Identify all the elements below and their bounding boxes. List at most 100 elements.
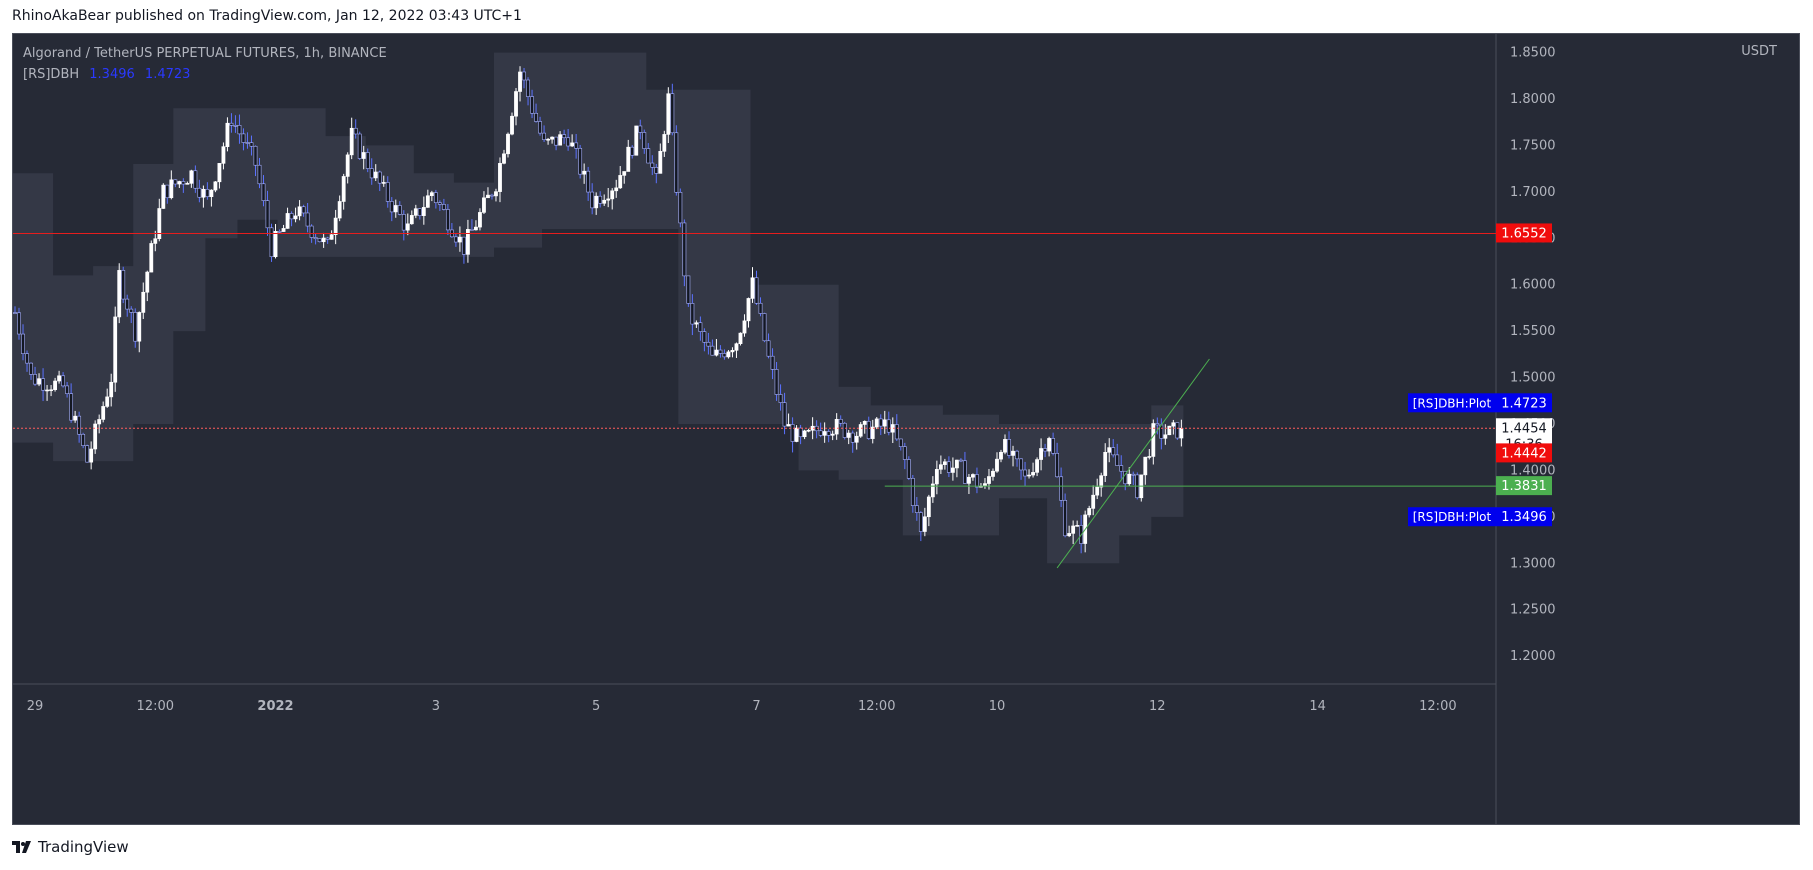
candle-bear xyxy=(566,137,571,147)
symbol-title[interactable]: Algorand / TetherUS PERPETUAL FUTURES, 1… xyxy=(23,46,387,61)
candle-bull xyxy=(1011,450,1015,456)
candle-bull xyxy=(157,208,162,240)
candle-bear xyxy=(433,192,438,204)
candle-bull xyxy=(922,516,927,532)
candle-bull xyxy=(93,423,98,450)
x-tick-label: 29 xyxy=(27,699,44,714)
candle-bear xyxy=(630,146,635,156)
tradingview-logo-text: TradingView xyxy=(38,838,129,856)
candle-bear xyxy=(377,171,382,184)
candle-bull xyxy=(141,291,146,313)
candle-bear xyxy=(313,237,318,240)
candle-bull xyxy=(421,207,426,216)
y-tick-label: 1.4000 xyxy=(1510,463,1556,478)
candle-bull xyxy=(53,380,57,391)
currency-label[interactable]: USDT xyxy=(1741,44,1777,59)
candle-bull xyxy=(1171,422,1176,427)
dbh-plot-low-tag xyxy=(1496,507,1552,527)
candle-bear xyxy=(718,349,723,354)
candle-bull xyxy=(874,418,879,428)
candle-bear xyxy=(277,231,282,233)
candle-bear xyxy=(770,355,775,370)
candle-bear xyxy=(690,303,695,325)
candle-bull xyxy=(381,182,386,184)
candle-bear xyxy=(538,121,542,134)
candle-bull xyxy=(45,389,49,392)
candle-bull xyxy=(546,138,550,141)
candle-bull xyxy=(1031,472,1035,476)
tradingview-logo[interactable]: TradingView xyxy=(12,838,129,856)
candle-bear xyxy=(1023,469,1027,477)
candle-bear xyxy=(826,431,831,436)
candle-bear xyxy=(842,422,847,438)
candle-bull xyxy=(1099,475,1104,488)
candle-bear xyxy=(678,191,683,224)
candle-bull xyxy=(169,179,174,199)
candle-bear xyxy=(129,308,134,313)
candle-bear xyxy=(1043,448,1047,452)
candle-bull xyxy=(117,270,122,318)
candle-bull xyxy=(189,170,194,184)
candle-bear xyxy=(61,375,66,387)
candle-bull xyxy=(662,134,667,152)
candle-bull xyxy=(514,91,518,117)
candle-bear xyxy=(453,236,458,243)
candle-bear xyxy=(233,125,238,127)
candle-bear xyxy=(165,184,170,199)
candle-bear xyxy=(578,147,583,175)
candle-bull xyxy=(145,271,150,293)
candle-bear xyxy=(77,415,82,435)
y-tick-label: 1.7500 xyxy=(1510,138,1556,153)
candle-bull xyxy=(502,153,506,164)
candle-bull xyxy=(602,199,607,204)
candle-bear xyxy=(441,204,446,210)
candle-bear xyxy=(530,96,534,114)
candle-bull xyxy=(101,406,106,420)
candle-bull xyxy=(1151,423,1156,457)
candle-bear xyxy=(914,505,919,513)
candle-bull xyxy=(137,312,142,342)
candle-bull xyxy=(991,470,995,477)
candle-bull xyxy=(506,133,510,155)
candle-bull xyxy=(806,429,811,432)
candle-bull xyxy=(1127,473,1132,485)
candle-bear xyxy=(17,312,21,335)
candle-bull xyxy=(846,432,851,438)
candle-bull xyxy=(1107,447,1112,453)
candle-bear xyxy=(33,374,37,385)
x-tick-label: 14 xyxy=(1309,699,1326,714)
price-chart[interactable]: 1.20001.25001.30001.35001.40001.45001.50… xyxy=(13,34,1799,824)
candle-bull xyxy=(694,322,699,325)
candle-bear xyxy=(121,270,126,300)
candle-bull xyxy=(105,396,110,407)
candle-bear xyxy=(542,132,546,141)
x-tick-label: 3 xyxy=(432,699,440,714)
dbh-plot-low-name-tag xyxy=(1408,507,1496,527)
candle-bull xyxy=(337,201,342,219)
candle-bull xyxy=(610,190,615,200)
candle-bear xyxy=(1051,438,1056,454)
indicator-legend[interactable]: [RS]DBH 1.3496 1.4723 xyxy=(23,67,190,82)
candle-bear xyxy=(710,345,715,356)
candle-bull xyxy=(518,71,522,92)
dbh-low-red-tag xyxy=(1496,443,1552,463)
candle-bull xyxy=(934,469,939,485)
candle-bear xyxy=(910,477,915,506)
candle-bear xyxy=(642,132,647,149)
x-tick-label: 2022 xyxy=(257,699,293,714)
y-tick-label: 1.3000 xyxy=(1510,556,1556,571)
candle-bull xyxy=(714,349,719,356)
candle-bull xyxy=(413,208,418,216)
candle-bull xyxy=(409,215,414,225)
chart-panel[interactable]: 1.20001.25001.30001.35001.40001.45001.50… xyxy=(12,33,1800,825)
candle-bear xyxy=(365,152,370,169)
candle-bear xyxy=(205,188,210,198)
candle-bear xyxy=(301,206,306,214)
candle-bull xyxy=(618,175,623,189)
y-tick-label: 1.5000 xyxy=(1510,371,1556,386)
candle-bull xyxy=(217,163,222,183)
candle-bull xyxy=(822,431,827,436)
candle-bull xyxy=(1039,448,1043,460)
candle-bear xyxy=(401,214,406,231)
x-tick-label: 5 xyxy=(592,699,600,714)
